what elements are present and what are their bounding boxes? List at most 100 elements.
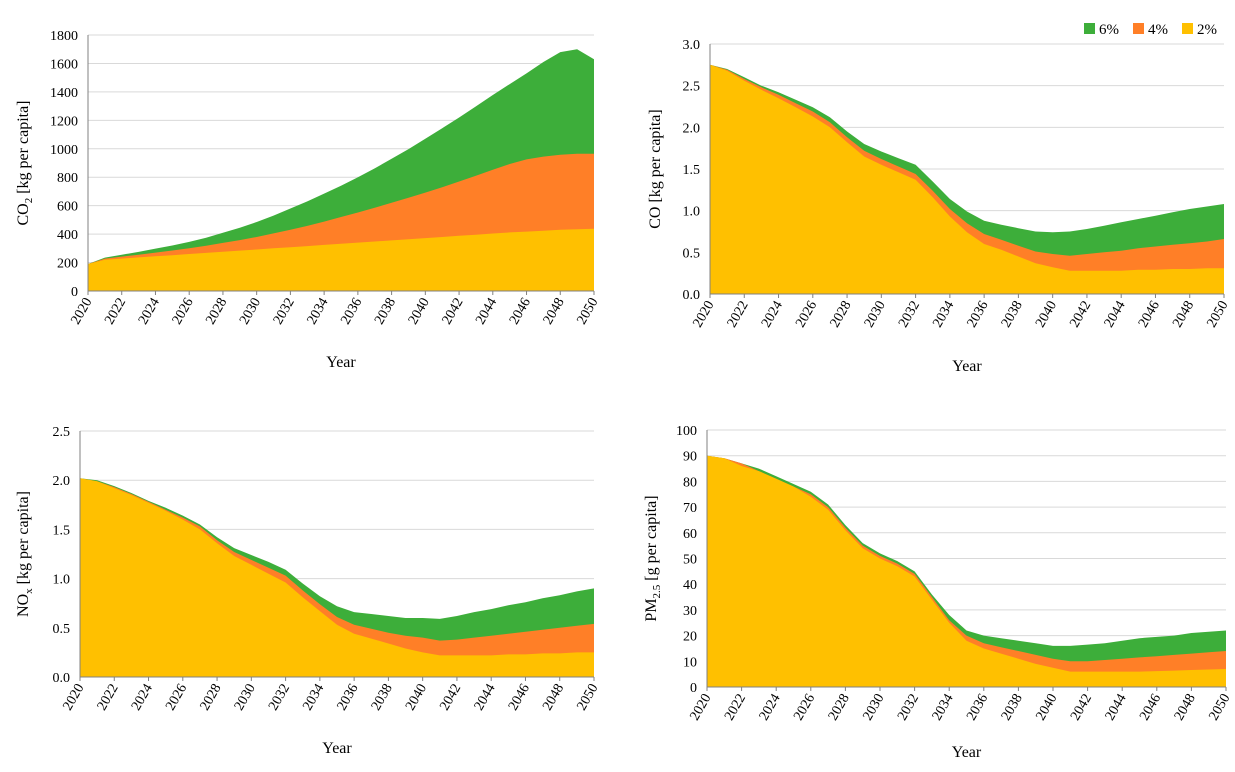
y-tick-label: 80 <box>683 475 697 490</box>
x-tick-label: 2022 <box>725 299 752 331</box>
x-tick-label: 2044 <box>473 296 500 328</box>
y-tick-label: 0.5 <box>53 622 71 637</box>
x-tick-label: 2028 <box>826 692 853 724</box>
x-tick-label: 2034 <box>930 692 957 724</box>
y-tick-label: 30 <box>683 604 697 619</box>
x-tick-label: 2026 <box>170 296 197 328</box>
x-tick-label: 2036 <box>335 682 362 714</box>
y-tick-label: 0.5 <box>683 246 701 261</box>
x-axis-title: Year <box>952 744 982 761</box>
x-tick-label: 2024 <box>759 299 786 331</box>
y-tick-label: 60 <box>683 527 697 542</box>
y-tick-label: 2.0 <box>53 474 71 489</box>
x-tick-label: 2040 <box>1033 299 1060 331</box>
x-tick-label: 2046 <box>1137 692 1164 724</box>
chart-nox: 0.0 0.5 1.0 1.5 2.0 2.5 2020 2022 2024 2026 2028 20… <box>15 425 601 757</box>
x-tick-label: 2050 <box>1204 299 1231 331</box>
y-tick-label: 600 <box>57 200 78 215</box>
y-tick-label: 800 <box>57 171 78 186</box>
x-tick-label: 2036 <box>965 299 992 331</box>
x-tick-label: 2024 <box>757 692 784 724</box>
y-tick-label: 1600 <box>50 57 78 72</box>
y-tick-label: 0 <box>71 285 78 300</box>
x-tick-label: 2040 <box>403 682 430 714</box>
x-tick-label: 2022 <box>102 296 129 328</box>
legend-item-2pct: 2% <box>1182 22 1217 38</box>
y-axis-title: NOx [kg per capita] <box>15 491 35 617</box>
x-tick-label: 2034 <box>305 296 332 328</box>
y-tick-label: 1400 <box>50 86 78 101</box>
x-tick-label: 2030 <box>862 299 889 331</box>
y-tick-label: 1000 <box>50 143 78 158</box>
x-tick-label: 2038 <box>999 299 1026 331</box>
legend-swatch <box>1084 23 1095 34</box>
x-axis-title: Year <box>952 358 982 375</box>
y-tick-label: 1.5 <box>53 523 71 538</box>
y-tick-label: 100 <box>676 424 697 439</box>
area-series-2pct <box>707 455 1226 687</box>
x-axis-title: Year <box>322 740 352 757</box>
legend-swatch <box>1133 23 1144 34</box>
x-tick-label: 2048 <box>540 682 567 714</box>
y-tick-label: 50 <box>683 553 697 568</box>
x-tick-label: 2030 <box>237 296 264 328</box>
x-tick-label: 2044 <box>472 682 499 714</box>
x-tick-label: 2022 <box>95 682 122 714</box>
y-axis-title: CO2 [kg per capita] <box>15 100 35 225</box>
y-tick-label: 1800 <box>50 29 78 44</box>
x-tick-label: 2028 <box>203 296 230 328</box>
x-tick-label: 2028 <box>828 299 855 331</box>
x-tick-label: 2034 <box>300 682 327 714</box>
y-tick-label: 2.5 <box>53 425 71 440</box>
y-tick-label: 400 <box>57 228 78 243</box>
x-tick-label: 2024 <box>129 682 156 714</box>
x-tick-label: 2038 <box>369 682 396 714</box>
x-tick-label: 2046 <box>1136 299 1163 331</box>
y-axis-title: PM2.5 [g per capita] <box>643 495 663 621</box>
x-tick-label: 2044 <box>1103 692 1130 724</box>
x-tick-label: 2050 <box>574 682 601 714</box>
x-tick-label: 2034 <box>930 299 957 331</box>
y-tick-label: 1200 <box>50 114 78 129</box>
y-axis-title: CO [kg per capita] <box>647 109 664 229</box>
x-tick-label: 2030 <box>232 682 259 714</box>
x-tick-label: 2048 <box>1172 692 1199 724</box>
area-series-2pct <box>88 228 594 291</box>
legend-item-4pct: 4% <box>1133 22 1168 38</box>
legend-item-6pct: 6% <box>1084 22 1119 38</box>
x-tick-label: 2020 <box>68 296 95 328</box>
x-tick-label: 2036 <box>338 296 365 328</box>
x-tick-label: 2030 <box>860 692 887 724</box>
x-tick-label: 2048 <box>1170 299 1197 331</box>
y-tick-label: 90 <box>683 450 697 465</box>
x-tick-label: 2022 <box>722 692 749 724</box>
legend: 6% 4% 2% <box>1084 22 1217 38</box>
x-tick-label: 2020 <box>687 692 714 724</box>
x-axis-title: Year <box>326 354 356 371</box>
x-tick-label: 2050 <box>574 296 601 328</box>
legend-label: 2% <box>1197 22 1217 38</box>
x-tick-label: 2032 <box>266 682 293 714</box>
x-tick-label: 2046 <box>507 296 534 328</box>
x-tick-label: 2038 <box>999 692 1026 724</box>
area-series-2pct <box>80 478 594 677</box>
y-tick-label: 1.0 <box>683 205 701 220</box>
x-tick-label: 2048 <box>541 296 568 328</box>
x-tick-label: 2040 <box>1033 692 1060 724</box>
x-tick-label: 2042 <box>1067 299 1094 331</box>
x-tick-label: 2044 <box>1102 299 1129 331</box>
y-tick-label: 2.5 <box>683 80 701 95</box>
x-tick-label: 2040 <box>406 296 433 328</box>
x-tick-label: 2042 <box>437 682 464 714</box>
legend-label: 6% <box>1099 22 1119 38</box>
y-tick-label: 40 <box>683 578 697 593</box>
y-tick-label: 70 <box>683 501 697 516</box>
x-tick-label: 2038 <box>372 296 399 328</box>
x-tick-label: 2028 <box>198 682 225 714</box>
x-tick-label: 2042 <box>1068 692 1095 724</box>
chart-co2: 0 200 400 600 800 1000 1200 1400 1600 1800 2020 202… <box>15 29 601 371</box>
x-tick-label: 2026 <box>791 692 818 724</box>
area-series-2pct <box>710 64 1224 294</box>
